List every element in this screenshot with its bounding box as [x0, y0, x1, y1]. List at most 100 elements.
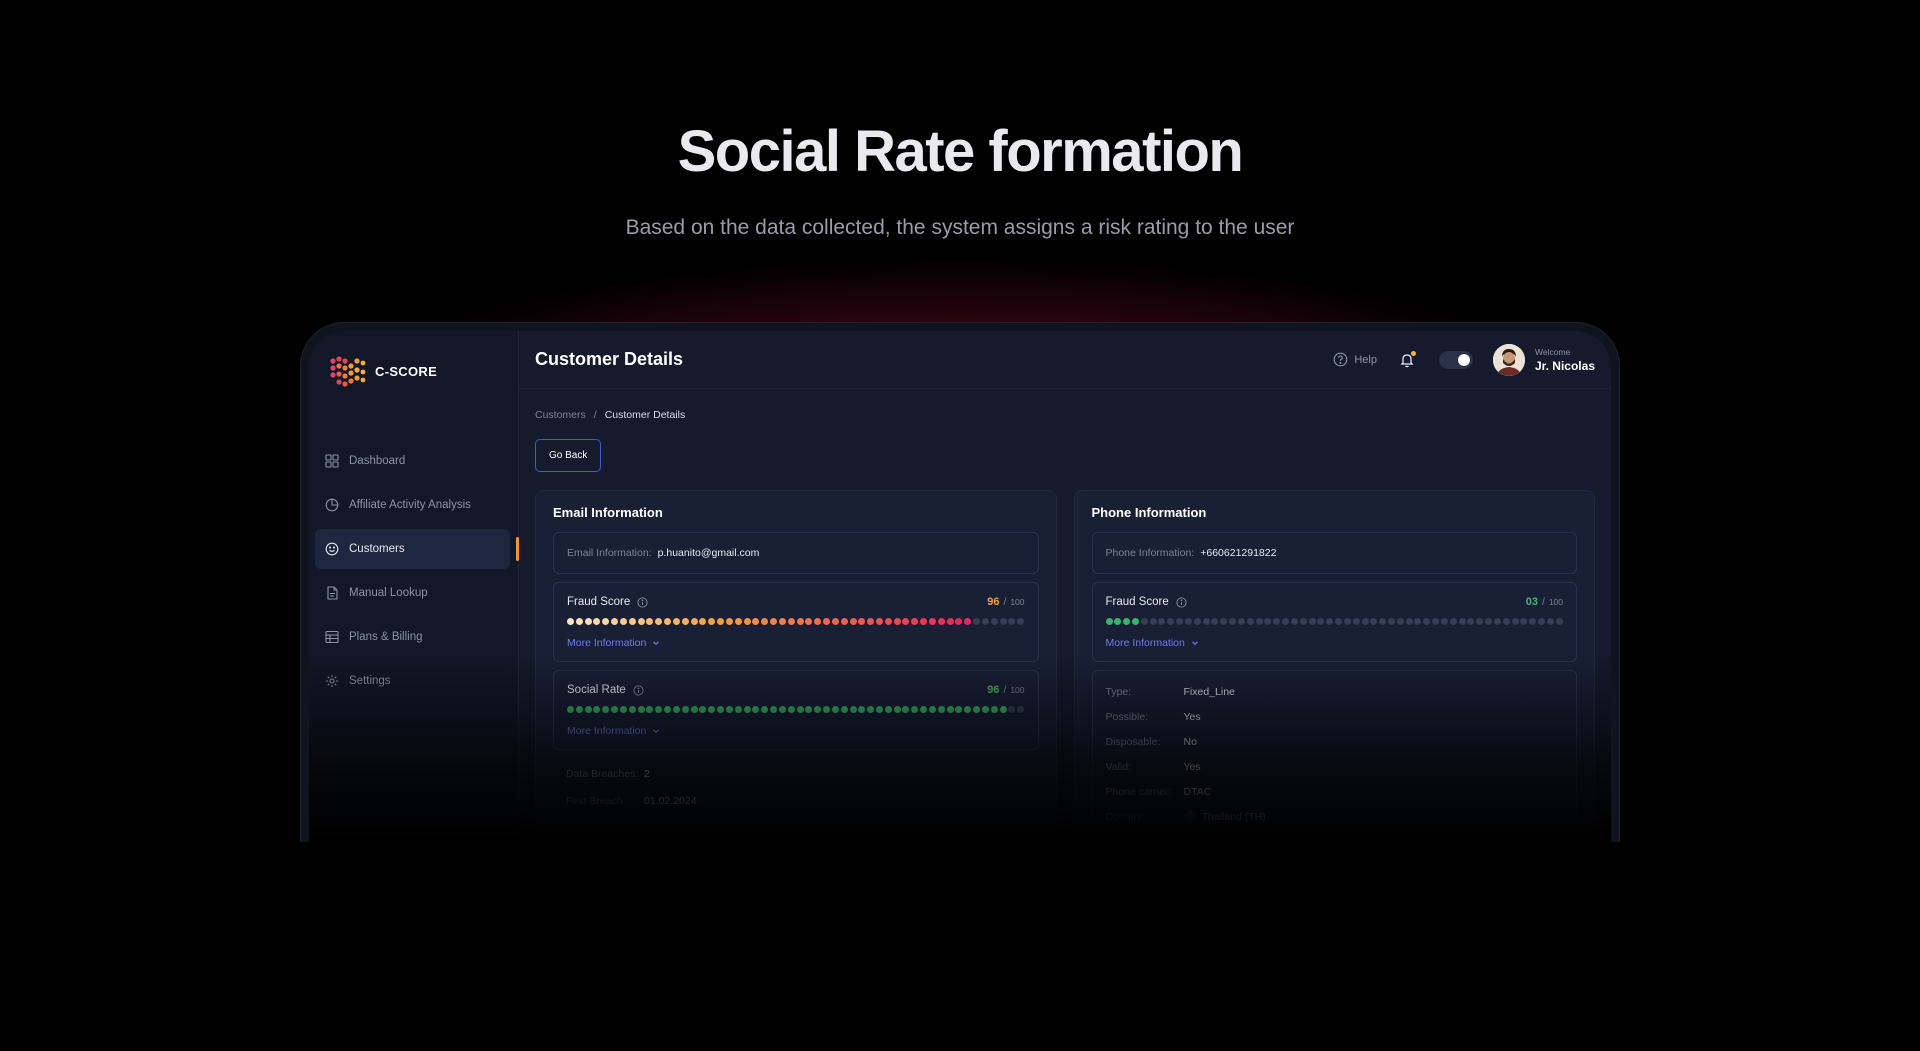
score-max: 100 [1010, 597, 1025, 607]
score-dot [893, 618, 901, 625]
score-dot [823, 706, 831, 713]
score-dot [1449, 618, 1457, 625]
score-dot [778, 706, 786, 713]
detail-row: Type: Fixed_Line [1093, 686, 1577, 698]
score-dot [619, 618, 627, 625]
score-dot [981, 618, 989, 625]
score-dot [699, 706, 707, 713]
score-dot [681, 706, 689, 713]
more-information-link[interactable]: More Information [1106, 637, 1564, 649]
toggle-knob [1457, 353, 1470, 366]
score-label: Fraud Score [1105, 596, 1169, 608]
score-dot [946, 706, 954, 713]
info-icon[interactable] [633, 684, 644, 696]
score-dot [1008, 618, 1016, 625]
user-menu[interactable]: Welcome Jr. Nicolas [1492, 343, 1595, 376]
score-dot [1379, 618, 1387, 625]
detail-value: Yes [1183, 761, 1201, 773]
score-dot [664, 706, 672, 713]
score-dot [796, 706, 804, 713]
avatar-image-icon [1492, 343, 1525, 376]
sidebar-item-affiliate-activity-analysis[interactable]: Affiliate Activity Analysis [315, 485, 510, 525]
score-dot [1211, 618, 1219, 625]
score-dot [575, 706, 583, 713]
score-dot [734, 618, 742, 625]
detail-row: Country: Thailand (TH) [1093, 811, 1577, 824]
detail-value: DTAC [1183, 786, 1212, 798]
score-dot [928, 618, 936, 625]
email-fraud-score: Fraud Score 96 / 100 More Information [553, 582, 1039, 662]
score-dot [1343, 618, 1351, 625]
score-dot [1017, 706, 1025, 713]
score-dots [567, 706, 1025, 713]
logo[interactable]: C-SCORE [309, 351, 518, 391]
theme-toggle[interactable] [1438, 350, 1473, 369]
score-dot [646, 706, 654, 713]
document-icon [327, 586, 338, 600]
score-dot [1149, 618, 1157, 625]
card-title: Email Information [553, 505, 663, 520]
info-icon[interactable] [1176, 596, 1187, 608]
score-dot [911, 706, 919, 713]
score-dot [1520, 618, 1528, 625]
detail-value: Fixed_Line [1183, 686, 1235, 698]
score-dot [1485, 618, 1493, 625]
score-dot [823, 618, 831, 625]
score-dot [902, 706, 910, 713]
avatar [1492, 343, 1525, 376]
help-button[interactable]: Help [1333, 352, 1377, 367]
detail-value: 2 [644, 768, 650, 780]
score-dot [1388, 618, 1395, 625]
score-dots [1105, 618, 1564, 625]
breadcrumb-customers[interactable]: Customers [535, 409, 586, 421]
more-information-link[interactable]: More Information [567, 637, 1025, 649]
score-dot [973, 706, 981, 713]
score-dot [1511, 618, 1519, 625]
hero-subtitle: Based on the data collected, the system … [625, 216, 1295, 239]
device-frame: C-SCORE Dashboard Affiliate Activity Ana… [300, 322, 1620, 842]
score-dots [567, 618, 1025, 625]
detail-key: Possible: [1105, 711, 1149, 723]
page-content: Customers / Customer Details Go Back Ema… [519, 389, 1611, 842]
score-dot [1352, 618, 1360, 625]
chevron-down-icon [1191, 641, 1198, 646]
more-information-label: More Information [1105, 637, 1185, 649]
detail-key: Valid: [1105, 761, 1132, 773]
score-dot [734, 706, 742, 713]
score-dot [928, 706, 936, 713]
notifications-button[interactable] [1399, 350, 1416, 368]
score-dot [787, 706, 795, 713]
score-dot [602, 706, 610, 713]
c-score-logo-icon [330, 356, 366, 387]
sidebar-item-label: Customers [349, 543, 405, 555]
sidebar-item-plans-billing[interactable]: Plans & Billing [315, 617, 510, 657]
sidebar-item-dashboard[interactable]: Dashboard [315, 441, 510, 481]
sidebar-item-customers[interactable]: Customers [315, 529, 519, 569]
score-dot [1229, 618, 1237, 625]
score-dot [1361, 618, 1369, 625]
score-label: Fraud Score [567, 596, 631, 608]
score-dot [1502, 618, 1510, 625]
sidebar-item-settings[interactable]: Settings [315, 661, 510, 701]
score-dot [964, 618, 972, 625]
score-dot [752, 706, 760, 713]
score-dot [1017, 618, 1025, 625]
info-icon[interactable] [637, 596, 648, 608]
score-dot [725, 618, 733, 625]
score-dot [717, 706, 725, 713]
more-information-link[interactable]: More Information [567, 725, 1025, 737]
score-dot [946, 618, 954, 625]
breadcrumb-separator: / [593, 409, 597, 421]
score-dot [867, 706, 875, 713]
sidebar-item-label: Affiliate Activity Analysis [349, 499, 471, 511]
score-dot [584, 618, 592, 625]
score-dot [770, 618, 778, 625]
field-value: +660621291822 [1200, 547, 1277, 559]
sidebar-item-manual-lookup[interactable]: Manual Lookup [315, 573, 510, 613]
go-back-button[interactable]: Go Back [535, 439, 602, 472]
score-dot [584, 706, 592, 713]
score-dot [602, 618, 610, 625]
score-dot [805, 706, 813, 713]
score-dot [893, 706, 901, 713]
info-cards: Email Information Email Information: p.h… [535, 490, 1595, 842]
